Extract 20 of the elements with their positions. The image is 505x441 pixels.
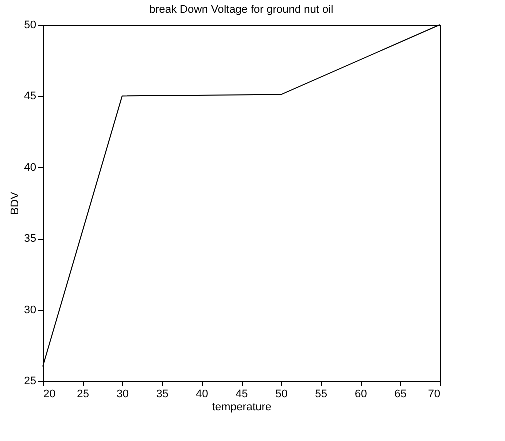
x-tick-label: 20 [44,388,56,400]
x-tick-label: 45 [236,388,248,400]
x-tick-label: 55 [315,388,328,400]
y-tick-label: 30 [24,304,36,316]
y-tick-label: 50 [24,20,36,32]
y-tick-label: 40 [24,162,36,174]
x-tick-label: 70 [428,388,440,400]
x-tick-label: 35 [156,388,169,400]
x-tick-label: 60 [354,388,368,400]
y-tick-label: 45 [24,90,36,103]
x-axis-title: temperature [212,402,272,414]
y-axis-title: BDV [9,192,22,215]
y-tick-label: 35 [24,233,36,246]
x-tick-label: 50 [276,388,288,400]
y-tick-label: 25 [24,376,36,388]
x-tick-label: 40 [196,388,208,400]
x-tick-label: 30 [116,388,130,400]
x-tick-label: 25 [77,388,90,400]
x-tick-label: 65 [394,388,407,400]
chart-title: break Down Voltage for ground nut oil [149,4,334,16]
